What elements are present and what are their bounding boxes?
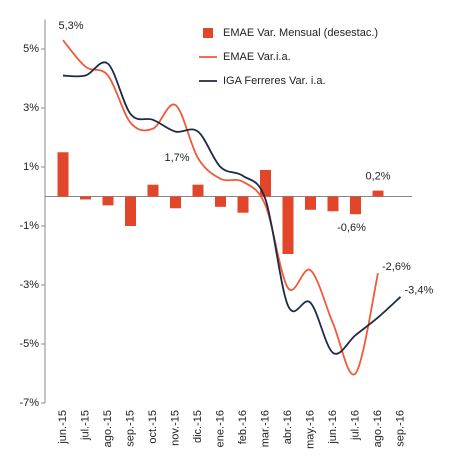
annotation: 1,7% [164, 152, 189, 164]
x-tick-label: dic.-15 [192, 410, 204, 443]
bar [57, 152, 69, 197]
legend-swatch [203, 28, 213, 38]
value-label: -0,6% [337, 222, 366, 234]
x-tick-label: ene.-16 [214, 410, 226, 447]
legend-label: EMAE Var. Mensual (desestac.) [223, 27, 378, 39]
x-tick-label: sep.-16 [394, 410, 406, 447]
bar [147, 184, 159, 197]
value-label: 0,2% [365, 171, 390, 183]
y-tick-label: 5% [23, 43, 39, 55]
x-tick-label: jun.-16 [327, 410, 339, 445]
x-tick-label: ago.-16 [372, 410, 384, 447]
x-tick-label: mar.-16 [259, 410, 271, 447]
x-tick-label: may.-16 [304, 410, 316, 449]
y-tick-label: 3% [23, 102, 39, 114]
x-tick-label: jul.-16 [349, 410, 361, 441]
bar [350, 196, 361, 215]
bar [170, 196, 181, 209]
x-tick-label: sep.-15 [124, 410, 136, 447]
bar [372, 190, 384, 197]
line [62, 39, 379, 376]
x-tick-label: jun.-15 [57, 410, 69, 445]
bar [237, 196, 249, 213]
bar [192, 184, 204, 197]
x-tick-label: jul.-15 [79, 410, 91, 441]
x-tick-label: abr.-16 [282, 410, 294, 444]
value-label: -2,6% [382, 261, 411, 273]
bar [282, 196, 294, 255]
x-tick-label: oct.-15 [147, 410, 159, 444]
bar [80, 196, 91, 200]
y-tick-label: -7% [19, 397, 39, 409]
bar [260, 169, 271, 197]
line [62, 61, 402, 355]
value-label: 5,3% [58, 20, 83, 32]
x-tick-label: feb.-16 [237, 410, 249, 444]
y-tick-label: -1% [19, 220, 39, 232]
legend-label: EMAE Var.i.a. [223, 51, 291, 63]
value-label: -3,4% [405, 285, 434, 297]
bar [327, 196, 339, 212]
legend-label: IGA Ferreres Var. i.a. [223, 75, 326, 87]
bar [125, 196, 136, 226]
bar [102, 196, 114, 206]
x-tick-label: ago.-15 [102, 410, 114, 447]
y-tick-label: -5% [19, 338, 39, 350]
y-tick-label: -3% [19, 279, 39, 291]
y-tick-label: 1% [23, 161, 39, 173]
bar [305, 196, 316, 210]
x-tick-label: nov.-15 [169, 410, 181, 446]
bar [215, 196, 226, 207]
